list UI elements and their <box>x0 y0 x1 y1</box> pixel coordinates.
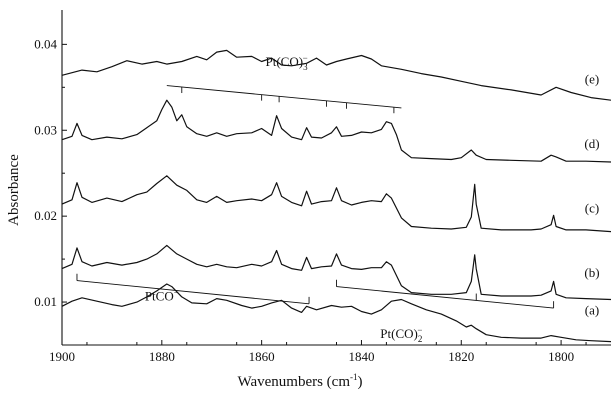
x-tick-label: 1880 <box>149 349 175 364</box>
x-axis-title-close: ) <box>358 374 363 390</box>
x-tick-label: 1800 <box>548 349 574 364</box>
x-tick-label: 1900 <box>49 349 75 364</box>
x-tick-label: 1840 <box>348 349 374 364</box>
series-labels: (e) (d) (c) (b) (a) <box>584 72 599 318</box>
x-tick-label: 1820 <box>448 349 474 364</box>
bracket-line <box>167 86 402 108</box>
series-label-b: (b) <box>584 265 599 280</box>
annotation-label: PtCO− <box>145 287 179 303</box>
annotation-label: Pt(CO)3− <box>266 53 309 72</box>
y-tick-label: 0.02 <box>34 208 57 223</box>
annotation-bracket: Pt(CO)3− <box>167 53 402 113</box>
annotation-label: Pt(CO)2− <box>380 325 422 344</box>
y-axis-title: Absorbance <box>6 154 22 226</box>
x-axis-title-unit-exponent: -1 <box>350 372 358 382</box>
spectrum-line-d <box>62 100 611 162</box>
y-tick-label: 0.04 <box>34 36 57 51</box>
series-label-e: (e) <box>585 72 599 87</box>
y-tick-label: 0.03 <box>34 122 57 137</box>
x-axis-title-main: Wavenumbers (cm <box>238 374 351 390</box>
y-tick-label: 0.01 <box>34 294 57 309</box>
series-label-a: (a) <box>585 303 599 318</box>
series-label-c: (c) <box>585 200 599 215</box>
x-axis-ticks: 1900 1880 1860 1840 1820 1800 <box>49 340 586 364</box>
spectrum-line-c <box>62 176 611 232</box>
series-label-d: (d) <box>584 136 599 151</box>
annotation-bracket: Pt(CO)2− <box>337 280 554 344</box>
annotation-bracket: PtCO− <box>77 274 309 304</box>
x-tick-label: 1860 <box>249 349 275 364</box>
annotations-group: Pt(CO)3− PtCO− Pt(CO)2− <box>77 53 554 344</box>
bracket-line <box>77 281 309 304</box>
x-axis-title: Wavenumbers (cm-1) <box>238 372 363 390</box>
spectrum-line-e <box>62 50 611 100</box>
bracket-line <box>337 287 554 308</box>
